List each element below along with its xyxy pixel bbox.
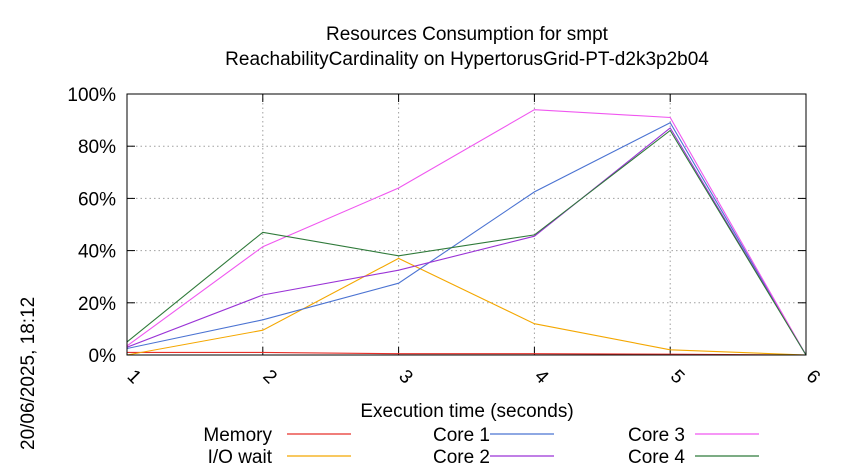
chart-subtitle: ReachabilityCardinality on HypertorusGri… bbox=[225, 49, 709, 70]
legend-label-memory: Memory bbox=[203, 425, 272, 446]
series-line-core-2 bbox=[126, 127, 807, 356]
legend-label-core-4: Core 4 bbox=[628, 447, 685, 468]
y-tick-label: 40% bbox=[78, 242, 116, 263]
x-tick-label: 6 bbox=[802, 366, 824, 388]
series-line-memory bbox=[127, 351, 807, 356]
legend-label-core-1: Core 1 bbox=[433, 425, 490, 446]
chart-title: Resources Consumption for smpt bbox=[326, 24, 609, 45]
series-line-core-4 bbox=[126, 129, 807, 356]
timestamp-label: 20/06/2025, 18:12 bbox=[18, 297, 39, 450]
series-line-core-1 bbox=[126, 121, 807, 356]
plot-frame bbox=[126, 93, 807, 356]
x-tick-label: 4 bbox=[530, 366, 553, 389]
legend-label-core-3: Core 3 bbox=[628, 425, 685, 446]
y-axis-ticks: 0% 20% 40% 60% 80% 100% bbox=[67, 85, 806, 367]
x-axis-label: Execution time (seconds) bbox=[360, 401, 573, 422]
y-tick-label: 80% bbox=[78, 137, 116, 158]
legend-label-i-o-wait: I/O wait bbox=[208, 447, 273, 468]
series-line-i-o-wait bbox=[126, 257, 807, 356]
grid-lines bbox=[127, 94, 806, 355]
y-tick-label: 0% bbox=[89, 346, 117, 367]
x-axis-ticks: 1 2 3 4 5 6 bbox=[123, 94, 824, 389]
series-lines bbox=[126, 109, 807, 356]
x-tick-label: 2 bbox=[259, 366, 281, 388]
legend-label-core-2: Core 2 bbox=[433, 447, 490, 468]
series-line-core-3 bbox=[126, 109, 807, 356]
x-tick-label: 3 bbox=[394, 366, 416, 388]
x-tick-label: 1 bbox=[123, 366, 145, 388]
y-tick-label: 60% bbox=[78, 189, 116, 210]
y-tick-label: 100% bbox=[67, 85, 116, 106]
y-tick-label: 20% bbox=[78, 294, 116, 315]
x-tick-label: 5 bbox=[666, 366, 688, 388]
